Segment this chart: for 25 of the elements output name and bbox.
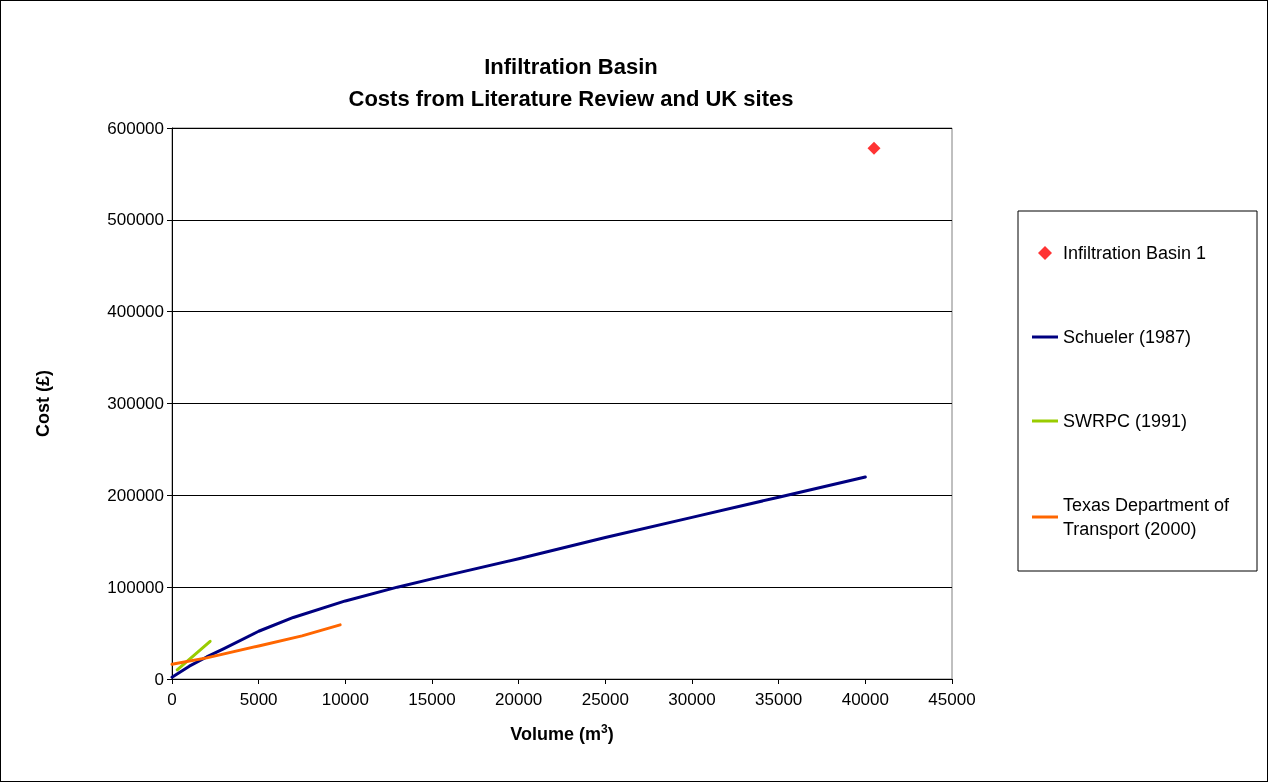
x-tick-label: 15000 [408, 690, 456, 709]
chart-title: Infiltration Basin Costs from Literature Review and UK sites [348, 53, 794, 111]
x-tick-label: 0 [167, 690, 177, 709]
x-tick-label: 25000 [581, 690, 629, 709]
y-tick-label: 400000 [107, 302, 164, 322]
y-tick-label: 0 [154, 669, 164, 689]
x-tick-label: 10000 [321, 690, 369, 709]
y-tick-label: 600000 [107, 118, 164, 138]
y-axis-title: Cost (£) [33, 370, 53, 437]
y-tick-label: 100000 [107, 577, 164, 597]
line-series [170, 623, 342, 666]
line-series [170, 475, 867, 679]
y-tick-label: 500000 [107, 210, 164, 230]
legend-label: SWRPC (1991) [1063, 411, 1188, 431]
x-tick-label: 5000 [239, 690, 278, 709]
x-tick-label: 45000 [928, 690, 976, 709]
y-tick-label: 300000 [107, 394, 164, 413]
x-tick-label: 30000 [668, 690, 716, 709]
y-tick-label: 200000 [107, 485, 164, 505]
x-tick-label: 35000 [755, 690, 803, 709]
x-tick-label: 20000 [495, 690, 543, 709]
legend-label: Schueler (1987) [1063, 327, 1192, 347]
x-tick-label: 40000 [841, 690, 889, 709]
legend-label: Texas Department of Transport (2000) [1063, 495, 1235, 539]
legend-label: Infiltration Basin 1 [1063, 243, 1207, 263]
